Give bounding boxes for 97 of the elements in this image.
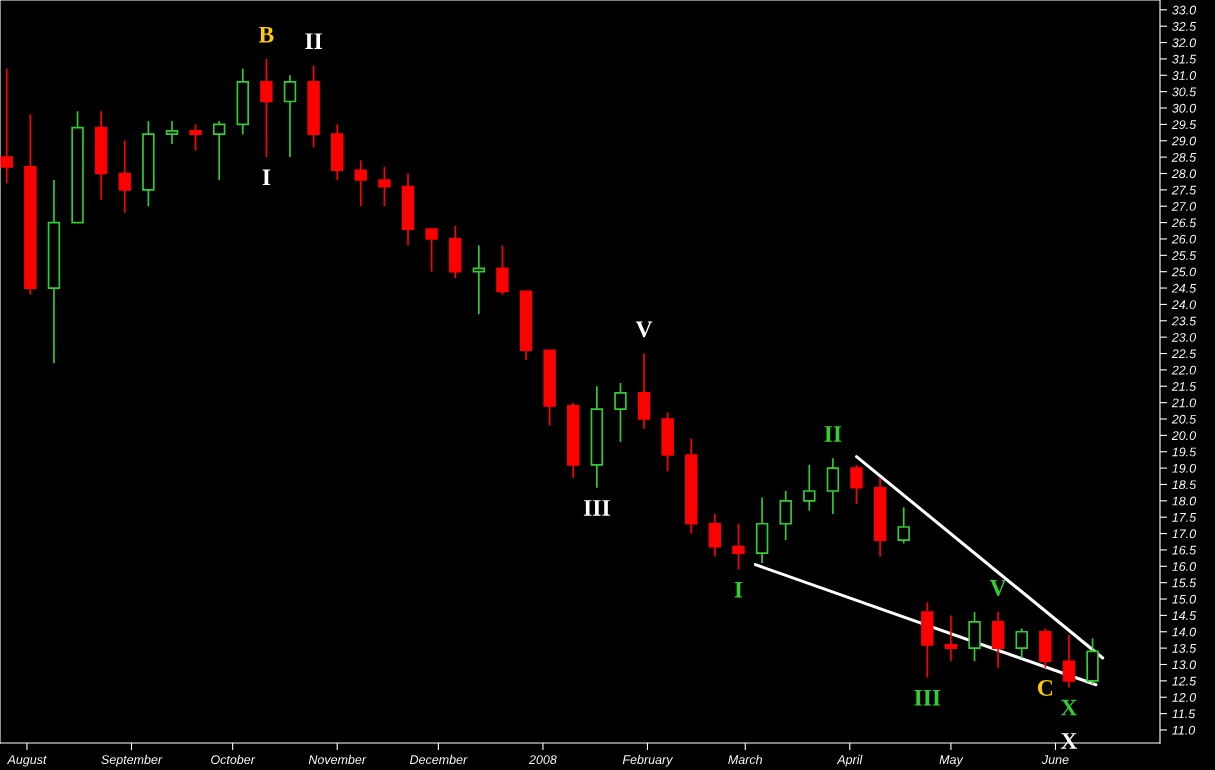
y-tick-label: 17.5: [1172, 513, 1197, 522]
y-tick-label: 11.0: [1172, 725, 1196, 735]
candlestick: [283, 74, 297, 158]
annotation: III: [914, 690, 941, 706]
y-tick-label: 20.5: [1171, 414, 1197, 424]
candlestick: [661, 411, 674, 473]
y-tick-label: 14.5: [1172, 611, 1197, 621]
candlestick: [755, 496, 769, 564]
y-tick-label: 13.0: [1172, 660, 1197, 670]
candlestick: [685, 437, 698, 535]
y-tick-label: 15.0: [1172, 594, 1197, 604]
x-tick-label: May: [939, 755, 964, 767]
y-tick-label: 22.0: [1171, 365, 1197, 375]
candlestick: [991, 611, 1005, 669]
annotation: C: [1037, 680, 1053, 696]
y-tick-label: 24.0: [1171, 300, 1197, 310]
y-tick-label: 26.0: [1171, 234, 1197, 244]
annotation: III: [583, 500, 610, 516]
y-tick-label: 15.5: [1172, 578, 1197, 588]
y-tick-label: 20.0: [1171, 431, 1197, 441]
candlestick: [637, 352, 651, 430]
y-tick-label: 22.5: [1171, 349, 1197, 359]
y-tick-label: 25.0: [1171, 267, 1197, 277]
candlestick: [118, 139, 131, 214]
y-tick-label: 32.0: [1172, 38, 1197, 48]
y-tick-label: 16.0: [1172, 562, 1197, 571]
y-tick-label: 18.5: [1172, 480, 1197, 490]
x-tick-label: 2008: [528, 755, 557, 765]
annotation: X: [1060, 733, 1078, 749]
candlestick: [944, 614, 958, 663]
y-tick-label: 18.0: [1172, 496, 1197, 506]
candlestick: [1062, 634, 1076, 689]
candlestick: [826, 457, 840, 515]
x-tick-label: February: [622, 754, 674, 767]
candlestick: [0, 67, 13, 185]
y-tick-label: 30.5: [1172, 87, 1197, 97]
annotation: I: [262, 169, 271, 186]
x-tick-label: November: [308, 754, 367, 765]
y-tick-label: 28.5: [1171, 152, 1197, 162]
candlestick: [354, 159, 368, 208]
y-tick-label: 31.0: [1172, 71, 1197, 80]
y-tick-label: 21.5: [1171, 382, 1197, 391]
candlestick: [449, 225, 462, 280]
x-tick-label: December: [409, 754, 468, 765]
y-tick-label: 25.5: [1171, 251, 1197, 260]
candlestick: [708, 513, 722, 558]
y-tick-label: 12.0: [1172, 693, 1197, 702]
annotation: II: [824, 426, 842, 442]
y-tick-label: 21.0: [1171, 398, 1197, 408]
y-tick-label: 28.0: [1171, 169, 1197, 179]
candlestick: [590, 385, 604, 489]
candlestick: [47, 179, 61, 365]
y-tick-label: 14.0: [1172, 627, 1197, 637]
y-tick-label: 26.5: [1171, 218, 1197, 228]
y-tick-label: 32.5: [1172, 21, 1197, 31]
candlestick: [236, 67, 250, 136]
candlestick: [779, 490, 792, 541]
x-tick-label: September: [101, 754, 163, 767]
candlestick: [94, 110, 108, 201]
y-tick-label: 30.0: [1172, 103, 1197, 113]
y-tick-label: 27.5: [1171, 185, 1197, 195]
candlestick: [165, 120, 179, 145]
candlestick: [921, 601, 934, 679]
y-tick-label: 19.0: [1172, 463, 1197, 473]
y-tick-label: 23.0: [1171, 332, 1197, 342]
annotation: B: [258, 26, 274, 43]
x-tick-label: October: [211, 754, 256, 765]
x-tick-label: March: [728, 754, 763, 765]
candlestick: [212, 120, 226, 181]
y-tick-label: 27.0: [1171, 202, 1197, 211]
y-tick-label: 29.0: [1171, 136, 1197, 146]
annotation: X: [1060, 699, 1078, 716]
x-tick-label: April: [836, 754, 863, 767]
y-tick-label: 33.0: [1172, 5, 1197, 15]
annotation: II: [305, 33, 322, 49]
y-tick-label: 17.0: [1172, 529, 1197, 539]
annotation: I: [734, 582, 743, 598]
candlestick: [330, 123, 344, 181]
x-tick-label: August: [6, 755, 47, 767]
candlestick: [803, 463, 816, 512]
y-tick-label: 13.5: [1172, 643, 1197, 653]
candlestick: [1015, 627, 1028, 659]
y-tick-label: 23.5: [1171, 316, 1197, 326]
candlestick: [873, 477, 887, 558]
y-tick-label: 29.5: [1171, 120, 1197, 130]
x-tick-label: June: [1041, 755, 1069, 765]
y-tick-label: 11.5: [1172, 709, 1196, 719]
y-tick-label: 12.5: [1172, 676, 1197, 686]
y-tick-label: 24.5: [1171, 283, 1197, 293]
candlestick: [260, 58, 273, 158]
annotation: V: [635, 321, 653, 338]
candlestick: [472, 244, 486, 316]
y-tick-label: 31.5: [1172, 54, 1197, 64]
y-tick-label: 19.5: [1172, 447, 1197, 457]
annotation: V: [989, 580, 1007, 596]
y-tick-label: 16.5: [1172, 545, 1197, 555]
candlestick: [401, 172, 415, 247]
